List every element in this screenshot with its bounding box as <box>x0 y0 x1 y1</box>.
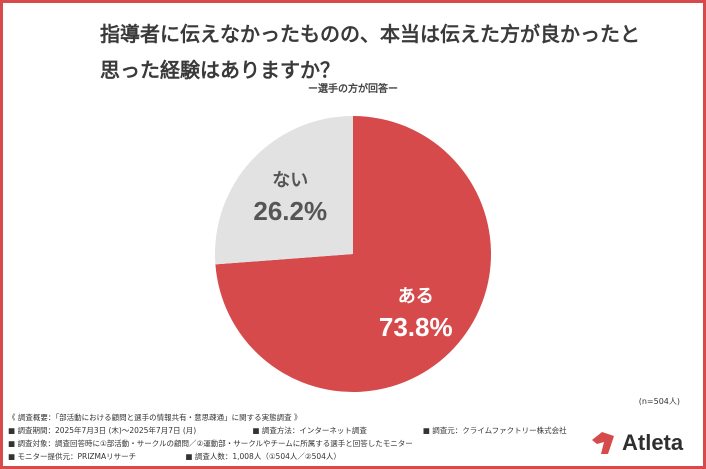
pie-label-aru: ある <box>398 286 434 307</box>
footer-provider: ■ モニター提供元：PRIZMAリサーチ <box>8 452 137 461</box>
chart-title: 指導者に伝えなかったものの、本当は伝えた方が良かったと 思った経験はありますか？ <box>100 22 640 82</box>
atleta-logo-mark-icon <box>592 432 614 454</box>
pie-value-nai: 26.2% <box>253 196 327 226</box>
atleta-logo-text: Atleta <box>622 430 684 455</box>
footer-method: ■ 調査方法：インターネット調査 <box>252 426 367 435</box>
chart-subtitle: ー選手の方が回答ー <box>308 84 398 95</box>
pie-slice-nai <box>215 116 353 265</box>
atleta-logo: Atleta <box>588 426 683 460</box>
pie-slice-aru <box>215 116 491 392</box>
pie-value-aru: 73.8% <box>379 312 453 342</box>
footer-period: ■ 調査期間：2025年7月3日 (木)～2025年7月7日 (月) <box>8 426 197 435</box>
footer-target: ■ 調査対象：調査回答時に①部活動・サークルの顧問／②運動部・サークルやチームに… <box>8 439 413 448</box>
footer-organizer: ■ 調査元：クライムファクトリー株式会社 <box>422 426 567 435</box>
pie-label-nai: ない <box>272 170 308 191</box>
footer-count: ■ 調査人数：1,008人（①504人／②504人） <box>185 452 341 461</box>
survey-footer: 《 調査概要：「部活動における顧問と選手の情報共有・意思疎通」に関する実態調査 … <box>8 411 628 463</box>
sample-size-label: (n=504人) <box>638 397 680 406</box>
footer-line-overview: 《 調査概要：「部活動における顧問と選手の情報共有・意思疎通」に関する実態調査 … <box>8 413 302 422</box>
